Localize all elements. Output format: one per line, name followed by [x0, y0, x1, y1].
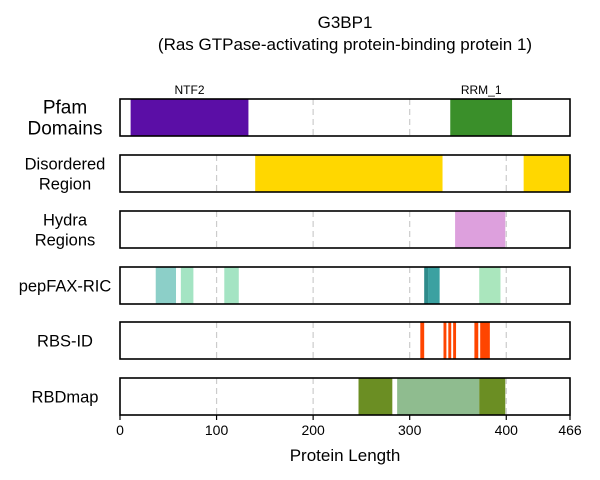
- track-rbs-id: RBS-ID: [37, 321, 571, 360]
- track-label: RBDmap: [32, 388, 99, 406]
- track-hydra-regions: Hydra Regions: [35, 210, 571, 249]
- segment-335-338: [443, 322, 447, 359]
- x-tick-label: 200: [301, 422, 325, 438]
- segment-340-343: [448, 322, 452, 359]
- x-tick-label: 300: [398, 422, 422, 438]
- x-tick-label: 100: [205, 422, 229, 438]
- segment-140-334: [255, 155, 443, 192]
- x-tick-label: 0: [116, 422, 124, 438]
- segment-108-123: [224, 267, 239, 304]
- segment-319-331: [428, 267, 440, 304]
- track-frame: [119, 377, 571, 416]
- segment-287-372: [397, 378, 480, 415]
- segment-247-282: [358, 378, 393, 415]
- track-rbdmap: RBDmap: [32, 377, 571, 416]
- x-axis: 0 100 200 300 400 466: [116, 415, 582, 438]
- segment-373-383: [480, 322, 490, 359]
- track-pepfax-ric: pepFAX-RIC: [19, 266, 571, 305]
- domain-label: NTF2: [175, 83, 205, 97]
- segment-37-58: [155, 267, 177, 304]
- track-label: Pfam Domains: [28, 98, 103, 140]
- x-tick-label: 466: [558, 422, 582, 438]
- segment-372-399: [479, 378, 506, 415]
- segment-418-466: [523, 155, 570, 192]
- track-frame: [119, 210, 571, 249]
- segment-63-76: [180, 267, 194, 304]
- domain-label: RRM_1: [461, 83, 502, 97]
- tracks-group: NTF2 RRM_1 Pfam Domains Disordered Region Hydr…: [19, 83, 571, 416]
- track-frame: [119, 266, 571, 305]
- segment-311-315: [420, 322, 425, 359]
- x-axis-label: Protein Length: [290, 446, 401, 465]
- track-frame: [119, 98, 571, 137]
- track-frame: [119, 321, 571, 360]
- track-label: Hydra Regions: [35, 211, 96, 249]
- track-frame: [119, 154, 571, 193]
- track-label: RBS-ID: [37, 332, 93, 350]
- track-pfam-domains: NTF2 RRM_1 Pfam Domains: [28, 83, 571, 140]
- segment-ntf2: [130, 99, 249, 136]
- segment-rrm-1: [450, 99, 513, 136]
- segment-347-399: [455, 211, 506, 248]
- segment-345-348: [453, 322, 457, 359]
- track-label: Disordered Region: [25, 155, 106, 193]
- x-tick-label: 400: [495, 422, 519, 438]
- chart-subtitle: (Ras GTPase-activating protein-binding p…: [158, 35, 532, 54]
- segment-372-394: [479, 267, 501, 304]
- track-disordered-region: Disordered Region: [25, 154, 571, 193]
- track-label: pepFAX-RIC: [19, 277, 112, 295]
- segment-315-319: [424, 267, 429, 304]
- segment-367-371: [474, 322, 479, 359]
- chart-title: G3BP1: [318, 13, 373, 32]
